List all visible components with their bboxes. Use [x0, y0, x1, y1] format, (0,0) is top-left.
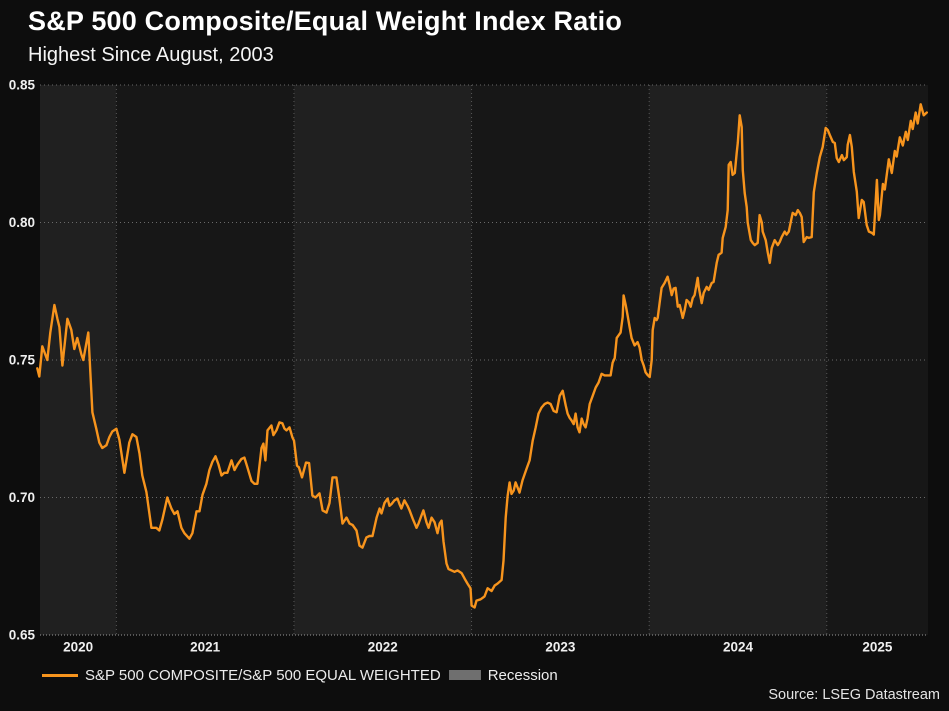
- year-band-2024: [649, 85, 827, 635]
- y-tick-label-0.75: 0.75: [9, 353, 36, 368]
- x-tick-label-2023: 2023: [545, 640, 576, 655]
- year-band-2022: [293, 85, 472, 635]
- x-tick-label-2022: 2022: [368, 640, 398, 655]
- source-attribution: Source: LSEG Datastream: [768, 687, 940, 703]
- y-tick-label-0.85: 0.85: [9, 78, 36, 93]
- recession-swatch: [448, 670, 481, 680]
- x-tick-label-2020: 2020: [63, 640, 93, 655]
- y-tick-label-0.80: 0.80: [9, 215, 35, 230]
- legend: S&P 500 COMPOSITE/S&P 500 EQUAL WEIGHTED…: [42, 665, 558, 685]
- recession-legend-label: Recession: [487, 666, 558, 684]
- ratio-series-line: [36, 103, 928, 609]
- x-tick-label-2021: 2021: [190, 640, 221, 655]
- y-tick-label-0.65: 0.65: [9, 628, 36, 643]
- x-tick-label-2025: 2025: [862, 640, 893, 655]
- series-legend-label: S&P 500 COMPOSITE/S&P 500 EQUAL WEIGHTED: [85, 666, 441, 684]
- y-tick-label-0.70: 0.70: [9, 490, 35, 505]
- year-band-2021: [116, 85, 294, 635]
- series-line-swatch: [42, 673, 78, 677]
- year-band-2025: [826, 85, 928, 635]
- page-subtitle: Highest Since August, 2003: [28, 44, 274, 66]
- page-title: S&P 500 Composite/Equal Weight Index Rat…: [28, 6, 623, 36]
- x-tick-label-2024: 2024: [723, 640, 754, 655]
